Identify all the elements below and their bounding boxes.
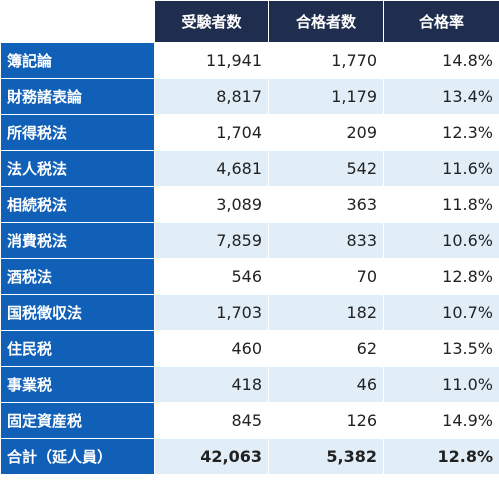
row-label: 簿記論 [0,42,155,79]
pass-rate-cell: 11.0% [383,366,499,403]
examinees-cell: 460 [154,330,269,367]
pass-rate-cell: 10.6% [383,222,499,259]
row-label: 住民税 [0,330,155,367]
examinees-cell: 546 [154,258,269,295]
pass-rate-cell: 12.8% [383,258,499,295]
examinees-cell: 4,681 [154,150,269,187]
passers-cell: 46 [268,366,384,403]
table-row: 事業税 418 46 11.0% [0,366,499,403]
header-examinees: 受験者数 [154,0,269,43]
table-row: 固定資産税 845 126 14.9% [0,402,499,439]
row-label: 酒税法 [0,258,155,295]
table-row: 消費税法 7,859 833 10.6% [0,222,499,259]
row-label: 法人税法 [0,150,155,187]
total-examinees-cell: 42,063 [154,438,269,475]
passers-cell: 1,770 [268,42,384,79]
pass-rate-cell: 11.8% [383,186,499,223]
examinees-cell: 11,941 [154,42,269,79]
passers-cell: 363 [268,186,384,223]
row-label: 所得税法 [0,114,155,151]
table-row: 相続税法 3,089 363 11.8% [0,186,499,223]
header-passers: 合格者数 [268,0,384,43]
pass-rate-cell: 11.6% [383,150,499,187]
table-row: 所得税法 1,704 209 12.3% [0,114,499,151]
header-pass-rate: 合格率 [383,0,499,43]
pass-rate-cell: 13.4% [383,78,499,115]
row-label: 消費税法 [0,222,155,259]
pass-rate-cell: 10.7% [383,294,499,331]
passers-cell: 209 [268,114,384,151]
examinees-cell: 845 [154,402,269,439]
pass-rate-cell: 14.9% [383,402,499,439]
examinees-cell: 7,859 [154,222,269,259]
passers-cell: 833 [268,222,384,259]
passers-cell: 542 [268,150,384,187]
table-row: 財務諸表論 8,817 1,179 13.4% [0,78,499,115]
passers-cell: 62 [268,330,384,367]
row-label: 相続税法 [0,186,155,223]
table-row: 簿記論 11,941 1,770 14.8% [0,42,499,79]
passers-cell: 70 [268,258,384,295]
table-row: 住民税 460 62 13.5% [0,330,499,367]
pass-rate-cell: 14.8% [383,42,499,79]
total-passers-cell: 5,382 [268,438,384,475]
row-label: 財務諸表論 [0,78,155,115]
row-label: 事業税 [0,366,155,403]
total-pass-rate-cell: 12.8% [383,438,499,475]
examinees-cell: 1,704 [154,114,269,151]
header-corner-cell [0,0,155,43]
total-label: 合計（延人員） [0,438,155,475]
examinees-cell: 418 [154,366,269,403]
table-row: 酒税法 546 70 12.8% [0,258,499,295]
passers-cell: 1,179 [268,78,384,115]
table-row: 国税徴収法 1,703 182 10.7% [0,294,499,331]
examinees-cell: 1,703 [154,294,269,331]
pass-rate-cell: 12.3% [383,114,499,151]
pass-rate-cell: 13.5% [383,330,499,367]
row-label: 国税徴収法 [0,294,155,331]
total-row: 合計（延人員） 42,063 5,382 12.8% [0,438,499,475]
exam-results-table: 受験者数 合格者数 合格率 簿記論 11,941 1,770 14.8% 財務諸… [0,0,499,475]
row-label: 固定資産税 [0,402,155,439]
passers-cell: 126 [268,402,384,439]
table-header-row: 受験者数 合格者数 合格率 [0,0,499,43]
examinees-cell: 8,817 [154,78,269,115]
examinees-cell: 3,089 [154,186,269,223]
passers-cell: 182 [268,294,384,331]
table-body: 簿記論 11,941 1,770 14.8% 財務諸表論 8,817 1,179… [0,42,499,475]
table-row: 法人税法 4,681 542 11.6% [0,150,499,187]
